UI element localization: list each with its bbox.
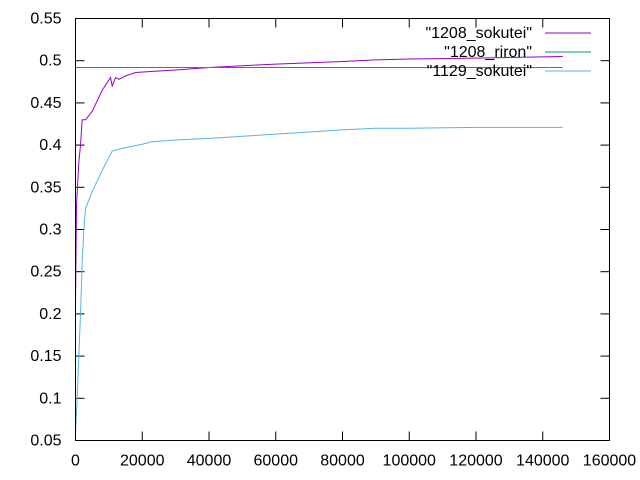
x-tick-label: 80000 [320, 453, 365, 470]
x-tick-label: 100000 [383, 453, 436, 470]
series-line-0 [75, 55, 563, 306]
y-tick-labels: 0.05 0.1 0.15 0.2 0.25 0.3 0.35 0.4 0.45 0.5 0.55 [30, 11, 61, 450]
legend-label-2: "1129_sokutei" [427, 63, 532, 80]
y-tick-label: 0.3 [39, 222, 61, 239]
series-line-2 [75, 126, 563, 433]
x-tick-label: 160000 [583, 453, 636, 470]
y-tick-label: 0.1 [39, 390, 61, 407]
plot-frame [75, 18, 610, 441]
x-tick-label: 60000 [254, 453, 299, 470]
legend-label-0: "1208_sokutei" [425, 25, 532, 42]
x-tick-label: 120000 [449, 453, 502, 470]
y-tick-label: 0.2 [39, 306, 61, 323]
legend-label-1: "1208_riron" [444, 44, 532, 61]
x-tick-label: 140000 [516, 453, 569, 470]
y-tick-label: 0.4 [39, 137, 61, 154]
y-tick-label: 0.45 [30, 95, 61, 112]
x-tick-label: 20000 [120, 453, 165, 470]
x-tick-labels: 0 20000 40000 60000 80000 100000 120000 140000 1… [71, 453, 636, 470]
y-tick-label: 0.5 [39, 53, 61, 70]
legend: "1208_sokutei" "1208_riron" "1129_sokutei" [425, 25, 591, 80]
y-tick-label: 0.35 [30, 179, 61, 196]
y-tick-label: 0.15 [30, 348, 61, 365]
x-tick-label: 0 [71, 453, 80, 470]
series-lines [75, 55, 563, 433]
y-tick-label: 0.25 [30, 264, 61, 281]
y-tick-label: 0.05 [30, 433, 61, 450]
y-tick-label: 0.55 [30, 11, 61, 28]
x-tick-label: 40000 [187, 453, 232, 470]
